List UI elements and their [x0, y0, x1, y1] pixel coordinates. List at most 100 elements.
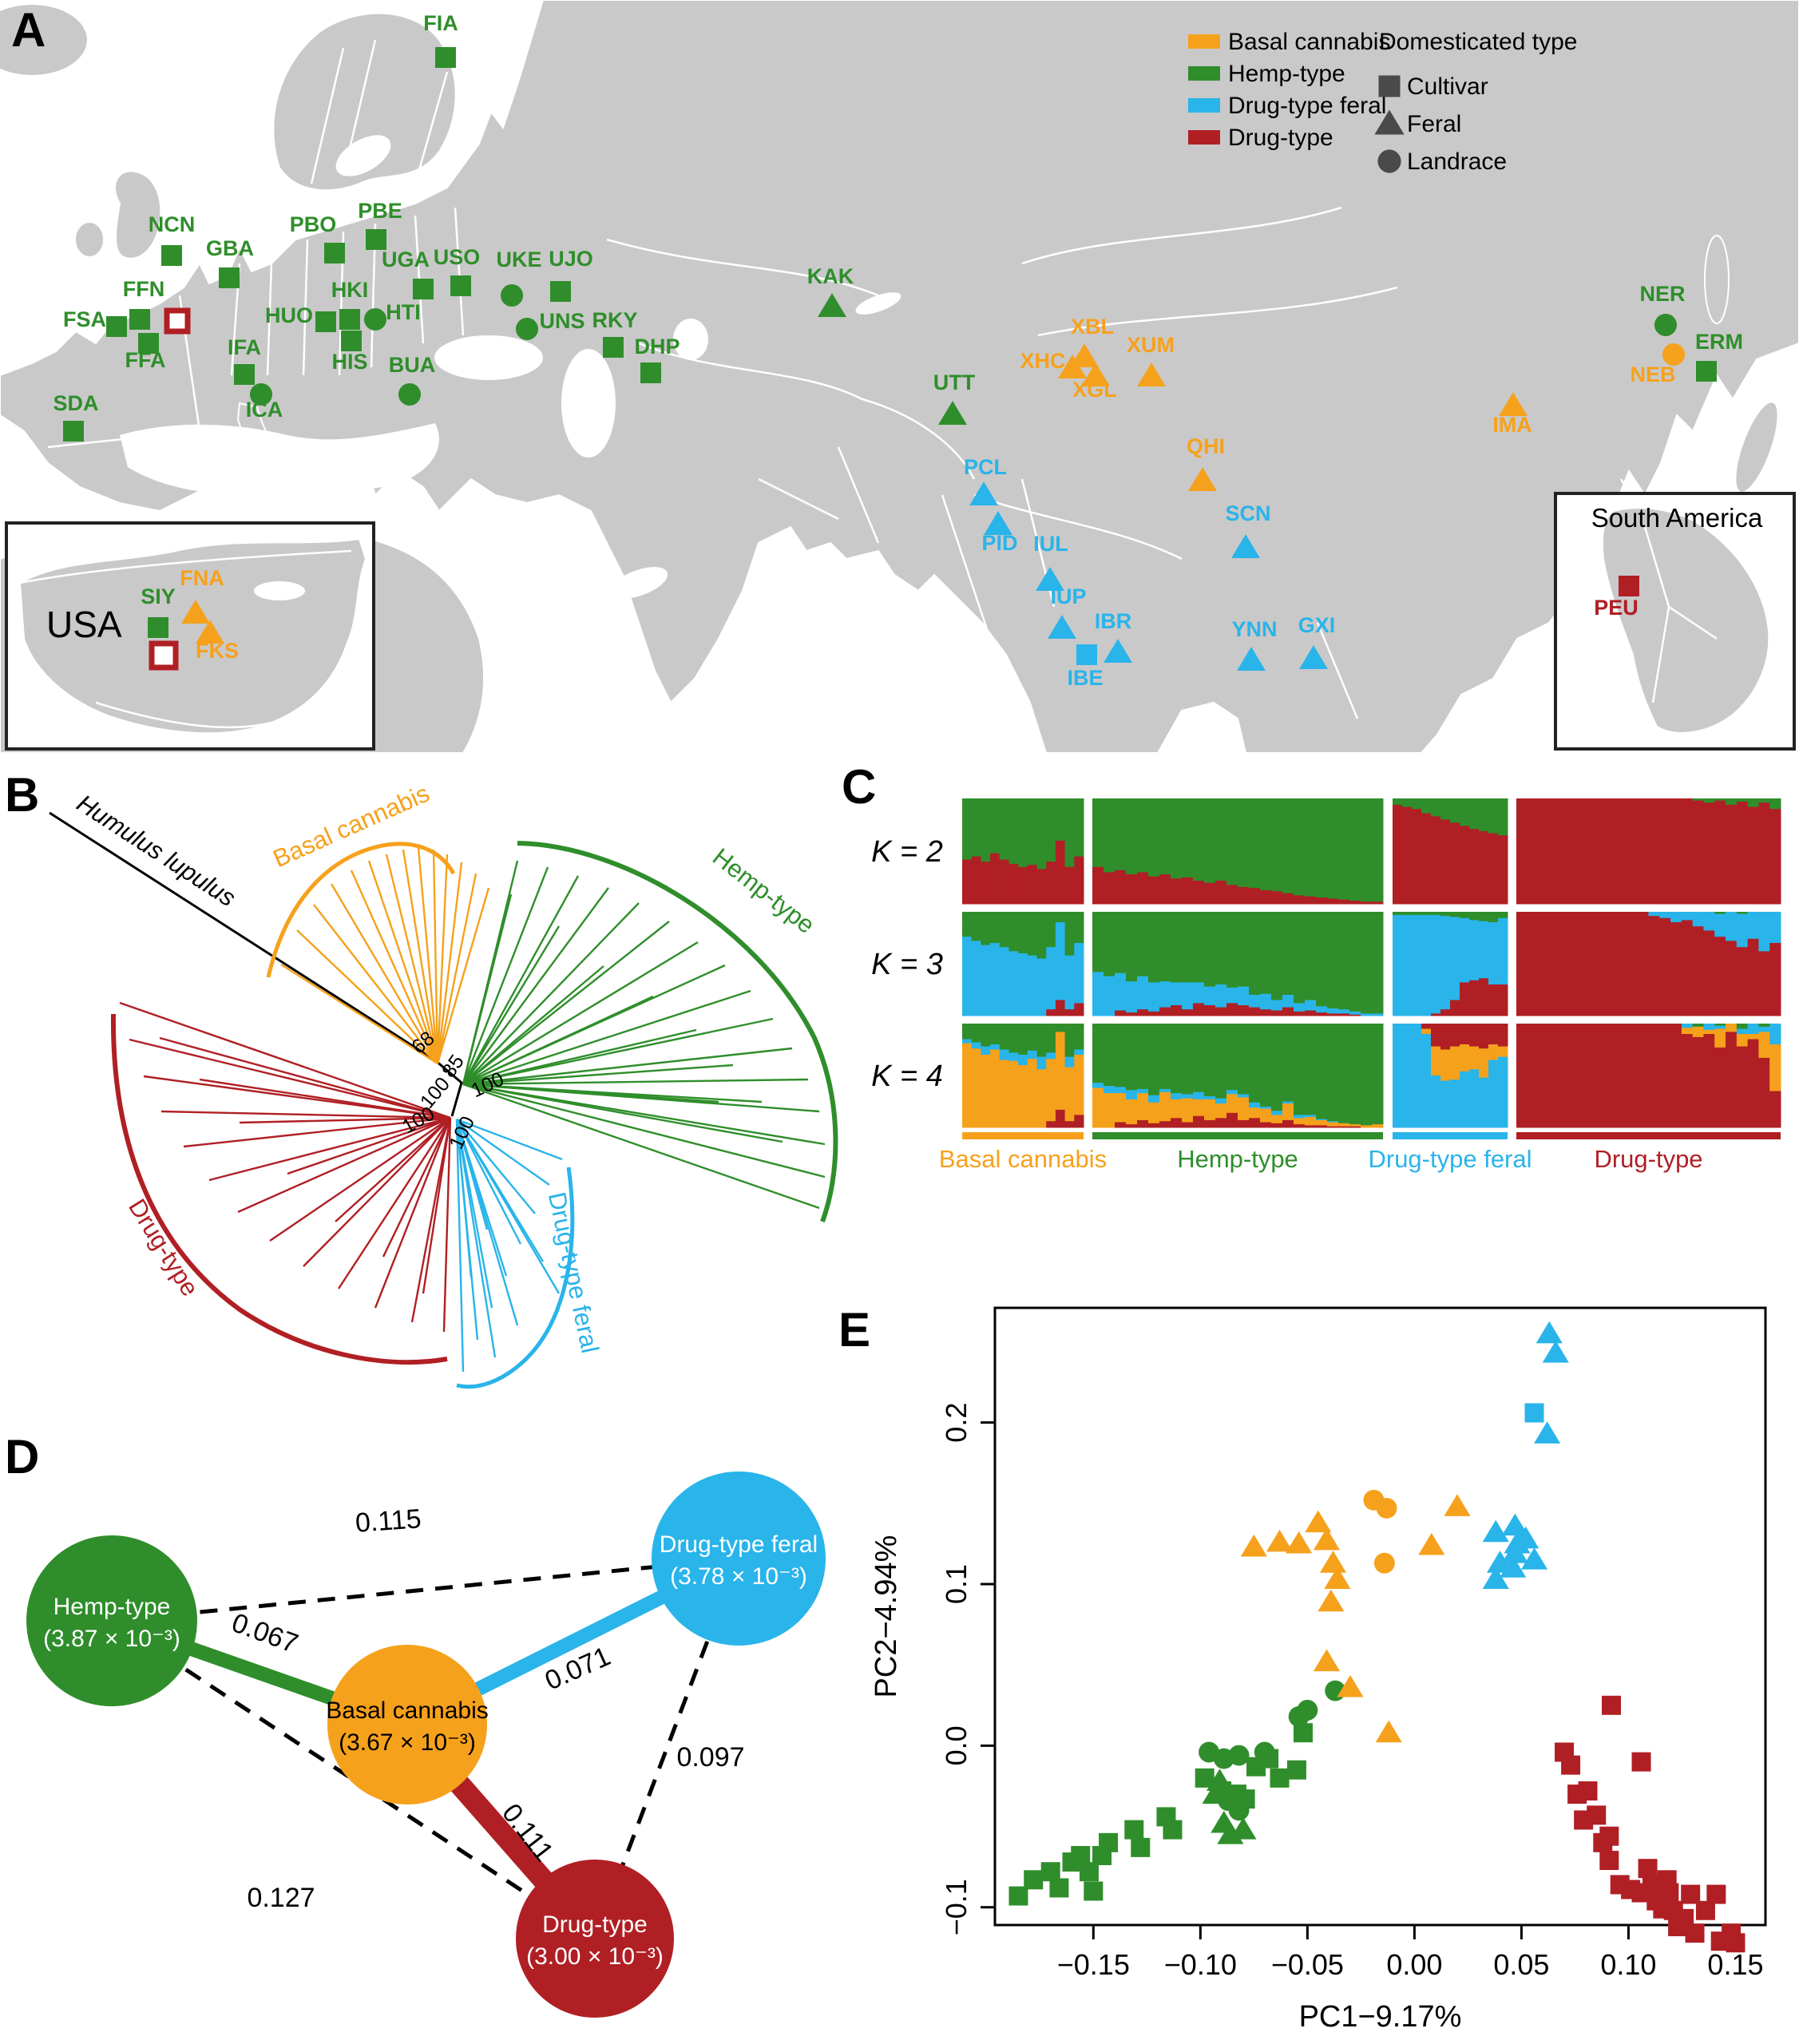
- admix-k3-hemp-bar22-seg2: [1338, 1013, 1350, 1016]
- land-britain: [114, 170, 162, 259]
- admix-k4-drug-bar10-seg3: [1626, 1024, 1639, 1128]
- map-marker-KAK: [818, 293, 846, 317]
- admix-k3-basal-bar1-seg0: [971, 912, 981, 941]
- admix-k3-basal-bar3-seg0: [990, 912, 1001, 944]
- drug-clade-branch-16: [335, 1117, 451, 1222]
- land-ireland: [74, 221, 105, 258]
- admix-k2-hemp-bar2-seg0: [1115, 798, 1127, 871]
- pca-point-feral-tr-2: [1534, 1421, 1561, 1444]
- map-label-FFN: FFN: [123, 277, 164, 301]
- map-marker-NCN: [161, 245, 182, 266]
- admix-k4-feral-bar11-seg1: [1498, 1024, 1508, 1048]
- admix-k4-hemp-bar13-seg3: [1238, 1119, 1250, 1128]
- admix-k4-basal-bar6-seg0: [1018, 1024, 1028, 1056]
- admix-k2-hemp-bar20-seg1: [1316, 897, 1328, 905]
- admix-k4-hemp-bar8-seg3: [1182, 1122, 1194, 1128]
- admix-k4-hemp-bar17-seg2: [1282, 1103, 1294, 1121]
- admix-k4-hemp-bar21-seg2: [1327, 1122, 1339, 1127]
- admix-k4-hemp-bar15-seg0: [1260, 1024, 1272, 1107]
- admix-k3-hemp-bar17-seg0: [1282, 912, 1294, 996]
- drug-clade-branch-19: [159, 1036, 451, 1119]
- pca-point-basal-tr-10: [1444, 1494, 1471, 1516]
- admix-k3-feral-bar11-seg2: [1498, 984, 1508, 1016]
- admix-k2-basal-bar4-seg1: [999, 859, 1009, 905]
- admix-k4-drug-bar22-seg3: [1758, 1057, 1770, 1128]
- pca-point-basal-tr-4: [1313, 1527, 1341, 1551]
- admix-k2-drug-bar2-seg1: [1538, 798, 1550, 905]
- admix-k3-drug-bar9-seg2: [1615, 912, 1627, 1016]
- admix-k4-hemp-bar19-seg0: [1305, 1024, 1317, 1115]
- network-edge-label-0.067: 0.067: [228, 1607, 302, 1659]
- admix-group-label-0: Basal cannabis: [939, 1145, 1107, 1173]
- admix-k2-hemp-bar8-seg0: [1182, 798, 1194, 878]
- map-label-GXI: GXI: [1298, 613, 1336, 637]
- admix-k2-hemp-bar2-seg1: [1115, 869, 1127, 905]
- admix-k4-drug-bar4-seg3: [1560, 1024, 1572, 1128]
- map-label-PCL: PCL: [964, 455, 1007, 479]
- admix-k3-feral-bar6-seg1: [1450, 917, 1460, 1000]
- map-marker-FNA: [181, 600, 210, 624]
- world-map: [0, 0, 1799, 754]
- admix-k2-drug-bar1-seg1: [1527, 798, 1539, 905]
- map-marker-IMA: [1499, 392, 1528, 416]
- admix-k4-basal-bar10-seg0: [1055, 1024, 1066, 1032]
- admix-k4-feral-bar5-seg1: [1440, 1024, 1451, 1050]
- admix-k3-basal-bar11-seg0: [1064, 912, 1075, 957]
- admix-k3-drug-bar2-seg2: [1538, 912, 1550, 1016]
- admix-k4-feral-bar10-seg3: [1488, 1060, 1499, 1128]
- admix-k4-hemp-bar10-seg1: [1204, 1096, 1216, 1100]
- admix-k4-hemp-bar16-seg2: [1271, 1115, 1283, 1124]
- tree-clade-label-drug: Drug-type: [123, 1194, 204, 1301]
- land-south-america: [1601, 507, 1770, 734]
- pca-y-tick-label-2: 0.1: [940, 1564, 973, 1604]
- admix-k2-hemp-bar3-seg1: [1126, 874, 1138, 905]
- pca-point-drug-sq-3: [1578, 1781, 1598, 1801]
- admix-k2-basal-bar6-seg0: [1018, 798, 1028, 868]
- admix-k2-basal-bar5-seg1: [1008, 863, 1019, 905]
- map-label-NEB: NEB: [1630, 362, 1675, 386]
- admix-k3-drug-bar14-seg1: [1670, 912, 1682, 923]
- map-marker-reference-1: [149, 640, 179, 671]
- admix-k2-hemp-bar8-seg1: [1182, 877, 1194, 905]
- admix-k4-hemp-bar25-seg2: [1372, 1124, 1384, 1128]
- admix-k3-hemp-bar24-seg0: [1361, 912, 1373, 1014]
- admix-k4-basal-bar4-seg0: [999, 1024, 1009, 1050]
- admix-k4-hemp-bar14-seg1: [1249, 1102, 1261, 1108]
- map-marker-UNS: [515, 317, 539, 341]
- admix-k4-hemp-bar25-seg0: [1372, 1024, 1384, 1125]
- basal-clade-branch-5: [367, 860, 439, 1064]
- admix-k4-hemp-bar5-seg2: [1148, 1102, 1160, 1124]
- admix-k2-drug-bar23-seg1: [1769, 809, 1781, 905]
- admix-k4-hemp-bar16-seg3: [1271, 1123, 1283, 1128]
- map-marker-HIS: [341, 331, 362, 351]
- admix-k4-hemp-bar18-seg1: [1294, 1115, 1306, 1119]
- admix-k4-basal-bar8-seg0: [1036, 1024, 1047, 1058]
- admix-k4-hemp-bar22-seg3: [1338, 1126, 1350, 1128]
- admix-k3-basal-bar12-seg1: [1074, 943, 1084, 1004]
- admix-k4-feral-bar9-seg2: [1479, 1048, 1489, 1079]
- us-mexico-border: [95, 701, 272, 729]
- admix-k3-hemp-bar0-seg1: [1092, 972, 1104, 1016]
- map-marker-UJO: [550, 281, 571, 302]
- admix-k4-feral-bar8-seg3: [1469, 1069, 1480, 1128]
- feral-clade-branch-13: [455, 1119, 561, 1294]
- admix-k2-drug-bar7-seg1: [1593, 798, 1605, 905]
- admix-k3-drug-bar22-seg1: [1758, 912, 1770, 952]
- basal-clade-branch-9: [432, 849, 439, 1064]
- admix-k3-hemp-bar14-seg2: [1249, 1007, 1261, 1016]
- admix-k4-feral-bar7-seg3: [1460, 1071, 1470, 1128]
- pca-point-hemp-ci-2: [1228, 1745, 1250, 1766]
- admix-k4-basal-bar10-seg3: [1055, 1109, 1066, 1128]
- map-label-BUA: BUA: [389, 353, 436, 377]
- basal-clade-branch-1: [296, 929, 438, 1064]
- admix-k4-feral-bar3-seg3: [1421, 1034, 1432, 1128]
- admix-k2-basal-bar5-seg0: [1008, 798, 1019, 865]
- admix-k2-hemp-bar16-seg1: [1271, 891, 1283, 905]
- admix-k2-basal-bar6-seg1: [1018, 866, 1028, 905]
- panel-c-letter: C: [842, 760, 877, 814]
- admix-k3-hemp-bar25-seg1: [1372, 1013, 1384, 1016]
- admix-k2-drug-bar5-seg1: [1571, 798, 1583, 905]
- admix-k3-hemp-bar23-seg0: [1349, 912, 1361, 1012]
- admix-k3-hemp-bar0-seg0: [1092, 912, 1104, 972]
- admix-k4-drug-bar15-seg3: [1681, 1034, 1694, 1128]
